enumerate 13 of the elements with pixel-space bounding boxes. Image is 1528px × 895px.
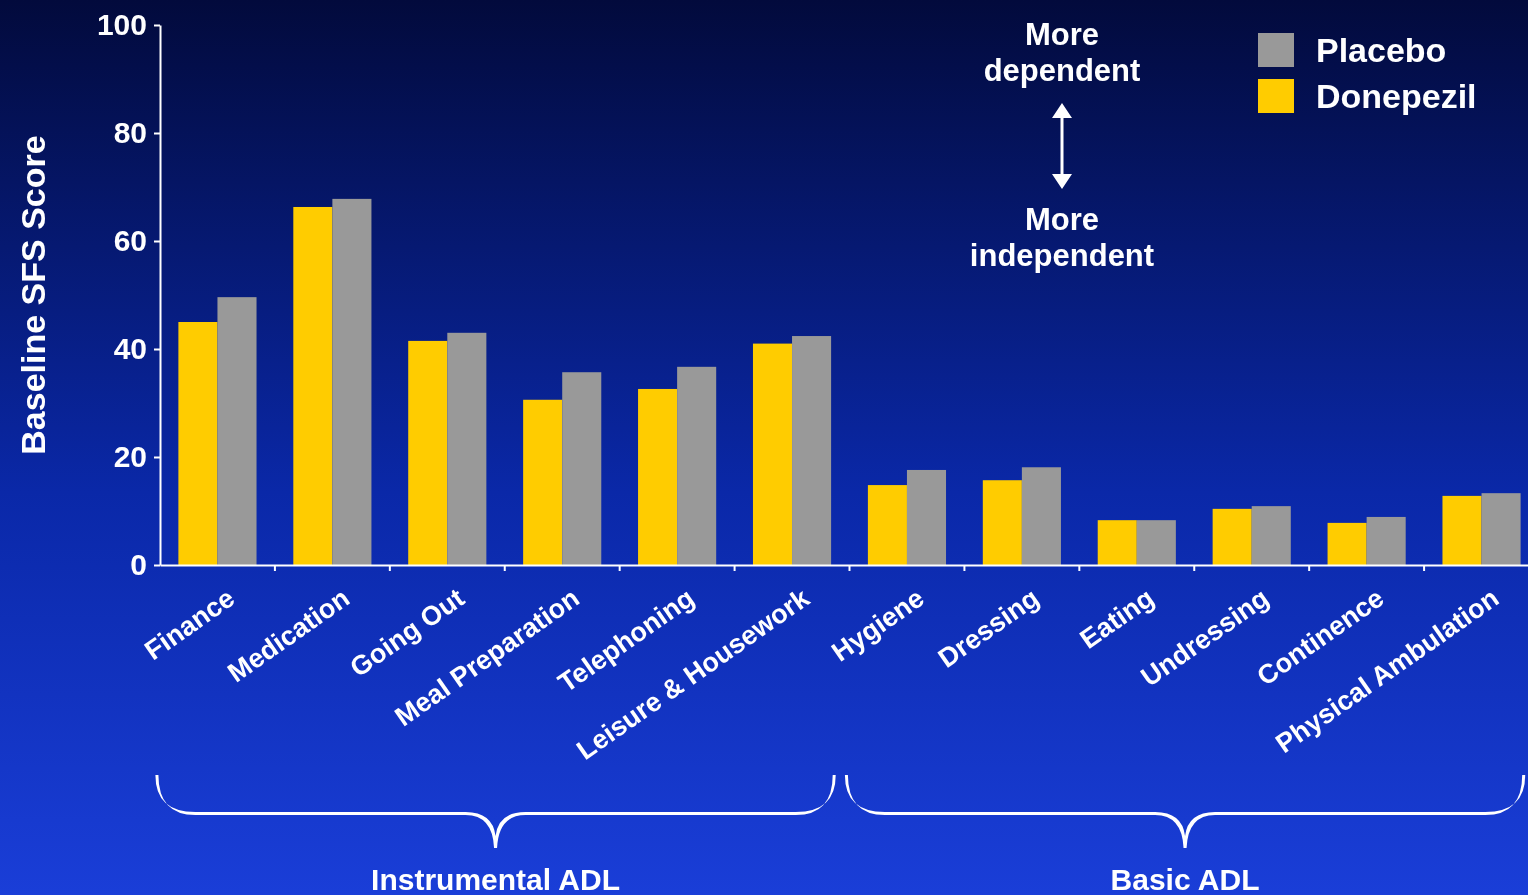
y-tick-label: 60 (113, 224, 147, 258)
annotation: More independent (969, 202, 1155, 273)
y-tick-label: 80 (113, 116, 147, 150)
y-tick-label: 20 (113, 440, 147, 474)
legend-label: Donepezil (1316, 77, 1477, 115)
text: Instrumental ADL (371, 863, 621, 895)
annotation: More dependent (983, 17, 1141, 88)
y-tick-label: 100 (96, 8, 147, 42)
legend-label: Placebo (1316, 31, 1447, 69)
y-tick-label: 40 (113, 332, 147, 366)
y-axis-title: Baseline SFS Score (14, 135, 52, 455)
y-tick-label: 0 (130, 548, 147, 582)
text: Basic ADL (1110, 863, 1260, 895)
